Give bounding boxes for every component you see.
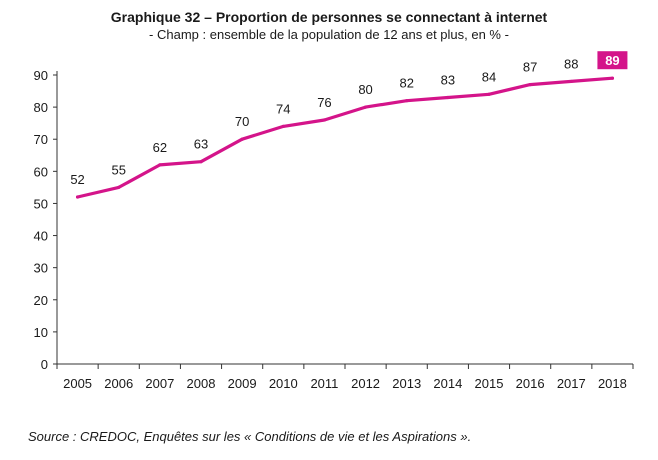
data-label: 89	[605, 53, 619, 68]
x-tick-label: 2011	[310, 376, 338, 391]
data-point	[528, 83, 532, 87]
data-point	[75, 195, 80, 199]
data-label: 62	[153, 140, 167, 155]
x-tick-label: 2010	[269, 376, 298, 391]
data-label: 76	[317, 95, 331, 110]
x-tick-label: 2009	[228, 376, 257, 391]
x-tick-label: 2005	[63, 376, 92, 391]
data-point	[610, 76, 615, 80]
data-label: 55	[111, 162, 125, 177]
y-tick-label: 0	[41, 357, 48, 372]
data-point	[117, 185, 121, 189]
y-tick-label: 80	[34, 100, 48, 115]
chart-title: Graphique 32 – Proportion de personnes s…	[110, 9, 548, 25]
data-point	[322, 118, 327, 122]
x-tick-label: 2015	[475, 376, 504, 391]
chart-subtitle: - Champ : ensemble de la population de 1…	[149, 27, 509, 42]
x-tick-label: 2006	[104, 376, 133, 391]
data-label: 88	[564, 56, 578, 71]
y-tick-label: 20	[34, 293, 48, 308]
data-label: 70	[235, 114, 249, 129]
y-tick-label: 30	[34, 261, 48, 276]
data-label: 83	[441, 72, 455, 87]
y-tick-label: 60	[34, 164, 48, 179]
highlight-label-bg	[597, 51, 628, 70]
data-label: 74	[276, 101, 290, 116]
data-point	[363, 105, 368, 109]
data-label: 82	[399, 76, 413, 91]
data-label: 63	[194, 137, 208, 152]
y-tick-label: 40	[34, 229, 48, 244]
data-point	[446, 95, 450, 100]
y-tick-label: 90	[34, 68, 48, 83]
x-tick-label: 2016	[516, 376, 545, 391]
series-line	[75, 76, 615, 199]
x-tick-label: 2013	[392, 376, 421, 391]
x-tick-label: 2018	[598, 376, 627, 391]
data-point	[158, 163, 162, 167]
data-point	[569, 79, 573, 84]
x-tick-label: 2017	[557, 376, 586, 391]
x-tick-label: 2007	[145, 376, 174, 391]
y-tick-label: 70	[34, 132, 48, 147]
source-note: Source : CREDOC, Enquêtes sur les « Cond…	[28, 429, 472, 444]
data-point	[199, 160, 203, 164]
data-point	[405, 99, 409, 103]
y-tick-label: 10	[34, 325, 48, 340]
data-label: 87	[523, 60, 537, 75]
data-point	[240, 137, 244, 141]
data-label: 52	[70, 172, 84, 187]
x-tick-label: 2014	[433, 376, 462, 391]
data-label: 84	[482, 69, 496, 84]
data-label: 80	[358, 82, 372, 97]
x-tick-label: 2008	[187, 376, 216, 391]
data-point	[487, 92, 491, 96]
data-point	[281, 124, 285, 128]
x-tick-label: 2012	[351, 376, 380, 391]
y-tick-label: 50	[34, 196, 48, 211]
